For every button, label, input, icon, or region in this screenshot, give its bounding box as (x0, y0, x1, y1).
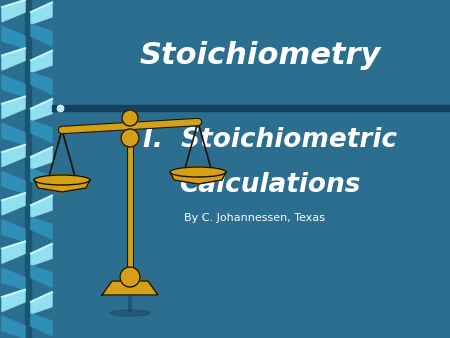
Polygon shape (31, 51, 52, 72)
Polygon shape (31, 121, 52, 142)
Text: Stoichiometry: Stoichiometry (140, 41, 381, 70)
Polygon shape (31, 72, 52, 94)
Bar (25, 0, 31, 24)
Polygon shape (2, 75, 25, 97)
Polygon shape (2, 193, 25, 215)
Polygon shape (2, 145, 25, 167)
Bar (25, 266, 31, 290)
Polygon shape (2, 290, 25, 311)
Polygon shape (2, 268, 25, 290)
Ellipse shape (170, 167, 226, 177)
Polygon shape (31, 169, 52, 191)
Text: By C. Johannessen, Texas: By C. Johannessen, Texas (184, 213, 325, 223)
Polygon shape (31, 24, 52, 46)
Bar (25, 241, 31, 266)
Polygon shape (31, 196, 52, 217)
Polygon shape (31, 2, 52, 24)
Polygon shape (2, 316, 25, 338)
Bar (25, 217, 31, 241)
Bar (25, 48, 31, 72)
Polygon shape (2, 27, 25, 48)
Polygon shape (2, 171, 25, 193)
Polygon shape (31, 314, 52, 336)
Polygon shape (2, 0, 25, 22)
Polygon shape (170, 172, 226, 184)
Ellipse shape (34, 175, 90, 185)
Polygon shape (31, 292, 52, 314)
Bar (25, 145, 31, 169)
Polygon shape (2, 220, 25, 241)
Polygon shape (2, 123, 25, 145)
Polygon shape (31, 266, 52, 287)
Circle shape (120, 267, 140, 287)
Polygon shape (2, 48, 25, 70)
Bar (25, 72, 31, 97)
Polygon shape (31, 244, 52, 266)
Polygon shape (31, 217, 52, 239)
Bar (25, 169, 31, 193)
Polygon shape (31, 99, 52, 121)
Ellipse shape (110, 310, 150, 316)
Text: Calculations: Calculations (179, 172, 361, 198)
Bar (25, 97, 31, 121)
Polygon shape (2, 241, 25, 263)
Bar (25, 314, 31, 338)
Polygon shape (31, 147, 52, 169)
Bar (52, 105, 450, 111)
Text: I.  Stoichiometric: I. Stoichiometric (143, 127, 397, 153)
Polygon shape (2, 97, 25, 118)
Polygon shape (34, 180, 90, 192)
Bar (25, 121, 31, 145)
Bar (25, 193, 31, 217)
Bar (25, 24, 31, 48)
Circle shape (122, 110, 138, 126)
Bar (25, 290, 31, 314)
Circle shape (121, 129, 139, 147)
Polygon shape (102, 281, 158, 295)
